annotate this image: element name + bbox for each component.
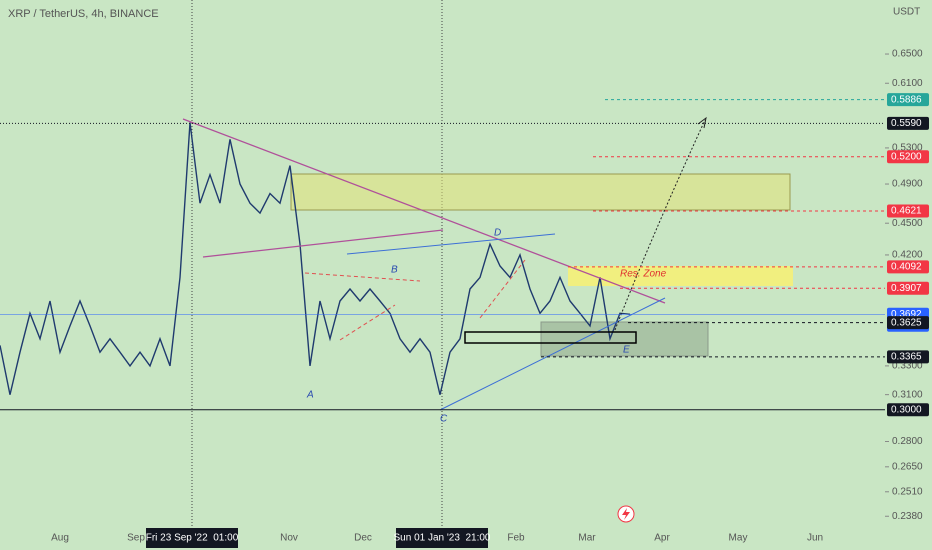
y-tick-label: 0.5300 — [892, 143, 923, 154]
price-tag-label: 0.5590 — [891, 118, 922, 129]
y-tick-label: 0.2800 — [892, 436, 923, 447]
pattern-line — [339, 304, 396, 341]
y-tick-label: 0.4500 — [892, 218, 923, 229]
price-tag-label: 0.4621 — [891, 206, 922, 217]
y-tick-label: 0.2510 — [892, 486, 923, 497]
crosshair-label: Sun 01 Jan '23 21:00 — [394, 533, 491, 544]
price-tag-label: 0.3625 — [891, 317, 922, 328]
wave-label: C — [440, 414, 448, 425]
price-tag — [887, 204, 929, 218]
pattern-line — [479, 259, 526, 319]
y-tick-label: 0.2380 — [892, 511, 923, 522]
y-tick-label: 0.4200 — [892, 250, 923, 261]
zone — [540, 321, 709, 357]
price-tag-label: 0.5200 — [891, 151, 922, 162]
price-line — [0, 122, 631, 395]
price-tag — [887, 150, 929, 164]
zone-label: Res. Zone — [620, 269, 667, 280]
price-tag-label: 0.3692 — [891, 309, 922, 320]
currency: USDT — [893, 7, 920, 18]
x-tick-label: Apr — [654, 533, 670, 544]
y-tick-label: 0.3100 — [892, 389, 923, 400]
price-tag — [887, 350, 929, 364]
x-tick-label: Nov — [280, 533, 298, 544]
box — [464, 331, 637, 344]
y-tick-label: 0.3300 — [892, 361, 923, 372]
price-tag — [887, 260, 929, 274]
x-tick-label: Sep — [127, 533, 145, 544]
projection — [614, 119, 706, 331]
crosshair-label: Fri 23 Sep '22 01:00 — [146, 533, 239, 544]
price-tag — [887, 403, 929, 417]
icon — [622, 508, 630, 520]
crosshair-tag — [146, 528, 238, 548]
price-axis — [885, 0, 932, 550]
price-tag-label: 0.5886 — [891, 94, 922, 105]
price-tag-label: 0.4092 — [891, 262, 922, 273]
zone — [290, 173, 791, 211]
arrow-head — [697, 116, 707, 129]
y-tick-label: 0.4900 — [892, 179, 923, 190]
trendline — [439, 297, 666, 411]
x-tick-label: Jun — [807, 533, 823, 544]
x-tick-label: Aug — [51, 533, 69, 544]
price-tag-label: 0.3365 — [891, 352, 922, 363]
y-tick-label: 0.6100 — [892, 78, 923, 89]
wave-label: E — [623, 345, 630, 356]
wave-label: A — [306, 390, 314, 401]
price-tag-label: 0.3907 — [891, 283, 922, 294]
price-tag — [887, 116, 929, 130]
chart-title: XRP / TetherUS, 4h, BINANCE — [8, 8, 159, 20]
res-zone — [568, 266, 793, 286]
x-tick-label: Dec — [354, 533, 372, 544]
y-tick-label: 0.6500 — [892, 49, 923, 60]
trendline — [202, 229, 444, 258]
x-tick-label: May — [729, 533, 748, 544]
price-tag — [887, 93, 929, 107]
wave-label: B — [391, 265, 398, 276]
x-tick-label: Mar — [578, 533, 596, 544]
pattern-line — [304, 272, 421, 282]
x-tick-label: Feb — [507, 533, 525, 544]
crosshair-tag — [396, 528, 488, 548]
price-tag — [887, 281, 929, 295]
price-tag-label: 0.3000 — [891, 404, 922, 415]
price-tag — [887, 316, 929, 330]
trendline — [346, 233, 556, 255]
trendline — [182, 118, 666, 304]
wave-label: D — [494, 228, 501, 239]
y-tick-label: 0.2650 — [892, 461, 923, 472]
